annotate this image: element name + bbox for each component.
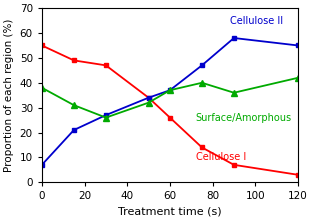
Cellulose I [232,164,236,166]
Text: Cellulose II: Cellulose II [230,15,283,26]
Cellulose II [296,44,300,47]
Text: Cellulose I: Cellulose I [196,152,246,162]
Line: Cellulose I: Cellulose I [39,43,300,177]
X-axis label: Treatment time (s): Treatment time (s) [118,207,222,217]
Surface/Amorphous [72,104,76,107]
Cellulose II [168,89,172,91]
Surface/Amorphous [104,116,108,119]
Cellulose II [200,64,204,67]
Cellulose II [232,37,236,39]
Cellulose I [40,44,44,47]
Surface/Amorphous [168,89,172,91]
Surface/Amorphous [147,101,150,104]
Line: Cellulose II: Cellulose II [39,36,300,167]
Cellulose I [72,59,76,62]
Surface/Amorphous [200,82,204,84]
Cellulose I [104,64,108,67]
Line: Surface/Amorphous: Surface/Amorphous [39,75,301,120]
Surface/Amorphous [296,76,300,79]
Cellulose I [168,116,172,119]
Cellulose I [147,96,150,99]
Cellulose II [104,114,108,116]
Cellulose II [72,129,76,131]
Surface/Amorphous [232,91,236,94]
Surface/Amorphous [40,86,44,89]
Cellulose I [200,146,204,149]
Cellulose II [40,164,44,166]
Cellulose I [296,173,300,176]
Cellulose II [147,96,150,99]
Y-axis label: Proportion of each region (%): Proportion of each region (%) [4,19,14,172]
Text: Surface/Amorphous: Surface/Amorphous [196,113,292,123]
